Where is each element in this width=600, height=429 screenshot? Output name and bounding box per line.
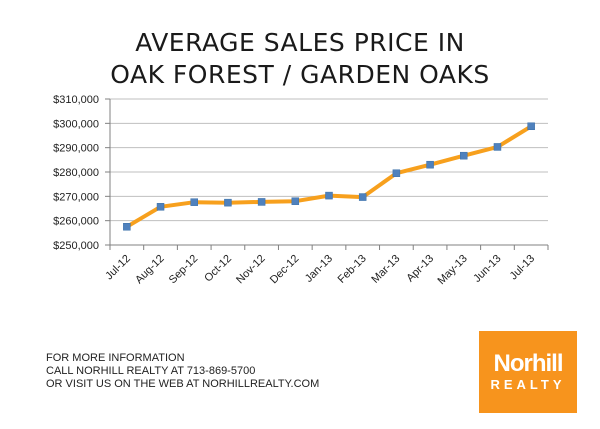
x-tick-label: Jul-12: [103, 253, 133, 283]
x-tick-label: Jul-13: [508, 253, 538, 283]
chart-subtitle: OAK FOREST / GARDEN OAKS: [110, 60, 490, 89]
data-point: [156, 203, 165, 211]
series-line: [124, 124, 534, 229]
x-tick-label: Nov-12: [234, 253, 268, 287]
y-tick-label: $270,000: [53, 191, 99, 203]
y-tick-label: $280,000: [53, 167, 99, 179]
logo-subtitle: REALTY: [490, 377, 566, 392]
x-tick-label: May-13: [435, 253, 469, 287]
data-point: [190, 198, 198, 206]
y-tick-label: $300,000: [53, 118, 99, 130]
x-tick-label: Dec-12: [268, 253, 302, 287]
data-point: [224, 198, 232, 207]
x-tick-label: Sep-12: [167, 253, 201, 287]
x-tick-label: Jun-13: [471, 253, 503, 285]
norhill-realty-logo: Norhill REALTY: [479, 331, 577, 413]
data-point: [123, 223, 131, 231]
y-tick-label: $250,000: [53, 240, 99, 252]
y-tick-label: $310,000: [53, 94, 99, 106]
line-chart: $250,000 $260,000 $270,000 $280,000 $290,000…: [53, 94, 549, 287]
x-tick-label: Jan-13: [303, 253, 335, 285]
x-tick-label: Aug-12: [133, 253, 167, 287]
chart-title: AVERAGE SALES PRICE IN: [135, 28, 465, 57]
x-tick-label: Mar-13: [369, 253, 402, 286]
y-tick-label: $290,000: [53, 143, 99, 155]
footer-line-phone: CALL NORHILL REALTY AT 713-869-5700: [46, 365, 256, 377]
x-tick-label: Oct-12: [202, 253, 234, 285]
footer-contact: FOR MORE INFORMATION CALL NORHILL REALTY…: [46, 352, 319, 391]
x-tick-label: Apr-13: [404, 253, 436, 285]
data-point: [257, 198, 266, 206]
footer-line-web: OR VISIT US ON THE WEB AT NORHILLREALTY.…: [46, 378, 320, 390]
data-point: [527, 122, 535, 131]
data-point: [358, 193, 367, 201]
y-tick-label: $260,000: [53, 216, 99, 228]
data-point: [493, 143, 502, 151]
x-tick-label: Feb-13: [336, 253, 369, 286]
data-point: [325, 191, 333, 200]
data-point: [291, 197, 300, 205]
data-point: [392, 169, 401, 177]
logo-name: Norhill: [493, 350, 564, 377]
data-point: [426, 160, 434, 169]
data-point: [460, 151, 468, 160]
footer-line-info: FOR MORE INFORMATION: [46, 352, 185, 364]
